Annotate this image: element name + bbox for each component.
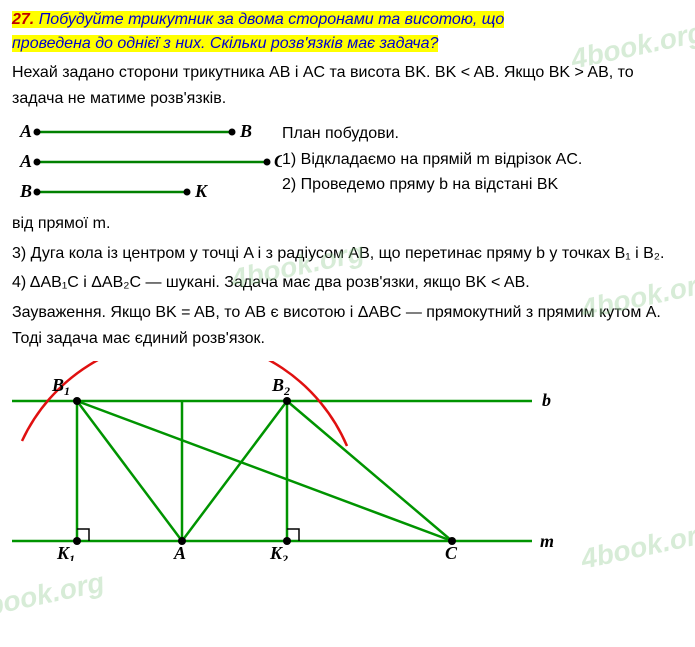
problem-line1: Побудуйте трикутник за двома сторонами т…	[39, 11, 505, 28]
construction-diagram: B1 B2 b K1 A K2 C m	[12, 361, 683, 566]
body-line4: Зауваження. Якщо BK = AB, то AB є висото…	[12, 300, 683, 351]
label-line-m: m	[540, 531, 554, 551]
body-line2: 3) Дуга кола із центром у точці A і з ра…	[12, 241, 683, 267]
body-line3: 4) ΔAB₁C і ΔAB₂C — шукані. Задача має дв…	[12, 270, 683, 296]
problem-block: 27. Побудуйте трикутник за двома сторона…	[12, 8, 683, 56]
body-line1: від прямої m.	[12, 211, 683, 237]
label-k1: K1	[56, 543, 75, 561]
plan-title: План побудови.	[282, 121, 683, 147]
seg3-p2: K	[194, 181, 209, 201]
diagram-svg: B1 B2 b K1 A K2 C m	[12, 361, 572, 561]
label-b2: B2	[271, 375, 290, 398]
seg1-p2: B	[239, 121, 252, 141]
watermark: 4book.org	[0, 566, 107, 625]
label-b1: B1	[51, 375, 70, 398]
label-a: A	[173, 543, 186, 561]
label-c: C	[445, 543, 458, 561]
seg2-p1: A	[19, 151, 32, 171]
problem-line2: проведена до однієї з них. Скільки розв'…	[12, 35, 438, 52]
label-k2: K2	[269, 543, 288, 561]
intro-text: Нехай задано сторони трикутника AB і AC …	[12, 60, 683, 111]
seg3-p1: B	[19, 181, 32, 201]
plan-step2: 2) Проведемо пряму b на відстані BK	[282, 172, 683, 198]
seg1-p1: A	[19, 121, 32, 141]
given-segments: A B A C B K	[12, 117, 282, 207]
seg2-p2: C	[274, 151, 282, 171]
plan-text: План побудови. 1) Відкладаємо на прямій …	[282, 121, 683, 198]
label-line-b: b	[542, 390, 551, 410]
problem-number: 27.	[12, 11, 34, 28]
segments-svg: A B A C B K	[12, 117, 282, 207]
plan-step1: 1) Відкладаємо на прямій m відрізок AC.	[282, 147, 683, 173]
